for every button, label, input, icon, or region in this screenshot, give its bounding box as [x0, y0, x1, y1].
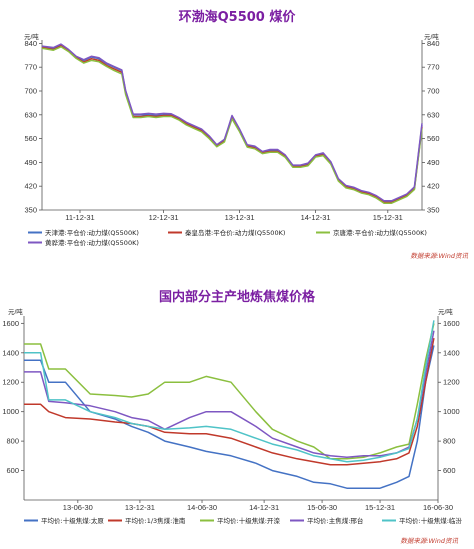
legend-label: 平均价:1/3焦煤:淮南: [125, 516, 186, 525]
y-tick-label-right: 700: [427, 87, 440, 96]
x-tick-label: 13-12-31: [125, 503, 155, 512]
legend-label: 天津港:平仓价:动力煤(Q5500K): [45, 228, 139, 237]
y-tick-label-right: 630: [427, 110, 440, 119]
y-tick-label-left: 1400: [2, 348, 19, 357]
y-tick-label-right: 1000: [443, 407, 460, 416]
series-line-2: [24, 337, 435, 466]
legend-label: 平均价:十级焦煤:临汾: [399, 516, 462, 525]
chart-title: 国内部分主产地炼焦煤价格: [159, 289, 316, 305]
x-tick-label: 14-12-31: [249, 503, 279, 512]
series-line-2: [41, 45, 423, 204]
chart-coking-coal-price: 国内部分主产地炼焦煤价格 元/吨 元/吨 数据来源:Wind资讯 600 600 8…: [2, 289, 462, 545]
y-tick-label-left: 630: [24, 110, 37, 119]
y-tick-label-left: 600: [6, 466, 19, 475]
x-tick-label: 15-12-31: [365, 503, 395, 512]
data-source: 数据来源:Wind资讯: [400, 537, 458, 545]
series-line-3: [24, 323, 435, 460]
y-tick-label-right: 350: [427, 206, 440, 215]
chart-bohai-coal-price: 环渤海Q5500 煤价 元/吨 元/吨 数据来源:Wind资讯 350 350 42…: [24, 9, 468, 260]
y-tick-label-left: 560: [24, 134, 37, 143]
x-tick-label: 13-12-31: [225, 213, 255, 222]
legend-label: 平均价:十级焦煤:开滦: [217, 516, 280, 525]
y-tick-label-right: 600: [443, 466, 456, 475]
y-tick-label-right: 1200: [443, 378, 460, 387]
x-tick-label: 16-06-30: [423, 503, 453, 512]
y-tick-label-right: 1600: [443, 319, 460, 328]
x-tick-label: 14-12-31: [301, 213, 331, 222]
y-tick-label-right: 420: [427, 182, 440, 191]
y-tick-label-right: 770: [427, 63, 440, 72]
y-tick-label-left: 770: [24, 63, 37, 72]
series-line-1: [24, 345, 435, 489]
x-tick-label: 12-12-31: [149, 213, 179, 222]
y-unit-left: 元/吨: [24, 32, 39, 41]
y-tick-label-left: 420: [24, 182, 37, 191]
y-tick-label-left: 700: [24, 87, 37, 96]
legend-label: 平均价:十级焦煤:太原: [41, 516, 104, 525]
series-line-4: [41, 43, 423, 202]
y-tick-label-right: 490: [427, 158, 440, 167]
y-tick-label-left: 350: [24, 206, 37, 215]
data-source: 数据来源:Wind资讯: [410, 252, 468, 260]
series-line-5: [24, 320, 435, 463]
x-tick-label: 13-06-30: [63, 503, 93, 512]
y-unit-right: 元/吨: [438, 307, 453, 316]
y-tick-label-left: 1000: [2, 407, 19, 416]
y-tick-label-right: 840: [427, 39, 440, 48]
chart-title: 环渤海Q5500 煤价: [179, 9, 297, 25]
x-tick-label: 15-12-31: [373, 213, 403, 222]
y-tick-label-left: 1600: [2, 319, 19, 328]
legend-label: 黄骅港:平仓价:动力煤(Q5500K): [45, 238, 139, 247]
x-tick-label: 14-06-30: [187, 503, 217, 512]
y-tick-label-left: 840: [24, 39, 37, 48]
y-tick-label-left: 1200: [2, 378, 19, 387]
series-line-1: [41, 44, 423, 203]
legend-label: 平均价:主焦煤:邢台: [307, 516, 363, 525]
x-tick-label: 15-06-30: [307, 503, 337, 512]
legend-label: 京唐港:平仓价:动力煤(Q5500K): [333, 228, 427, 237]
legend: 天津港:平仓价:动力煤(Q5500K) 秦皇岛港:平仓价:动力煤(Q5500K) 京…: [28, 228, 427, 247]
x-tick-label: 11-12-31: [65, 213, 94, 222]
legend-label: 秦皇岛港:平仓价:动力煤(Q5500K): [185, 228, 285, 237]
y-tick-label-left: 800: [6, 437, 19, 446]
y-tick-label-right: 800: [443, 437, 456, 446]
y-unit-left: 元/吨: [8, 307, 23, 316]
legend: 平均价:十级焦煤:太原 平均价:1/3焦煤:淮南 平均价:十级焦煤:开滦 平均价:主焦…: [24, 516, 462, 525]
y-tick-label-right: 560: [427, 134, 440, 143]
y-tick-label-right: 1400: [443, 348, 460, 357]
y-unit-right: 元/吨: [424, 32, 439, 41]
series-line-3: [41, 46, 423, 204]
y-tick-label-left: 490: [24, 158, 37, 167]
